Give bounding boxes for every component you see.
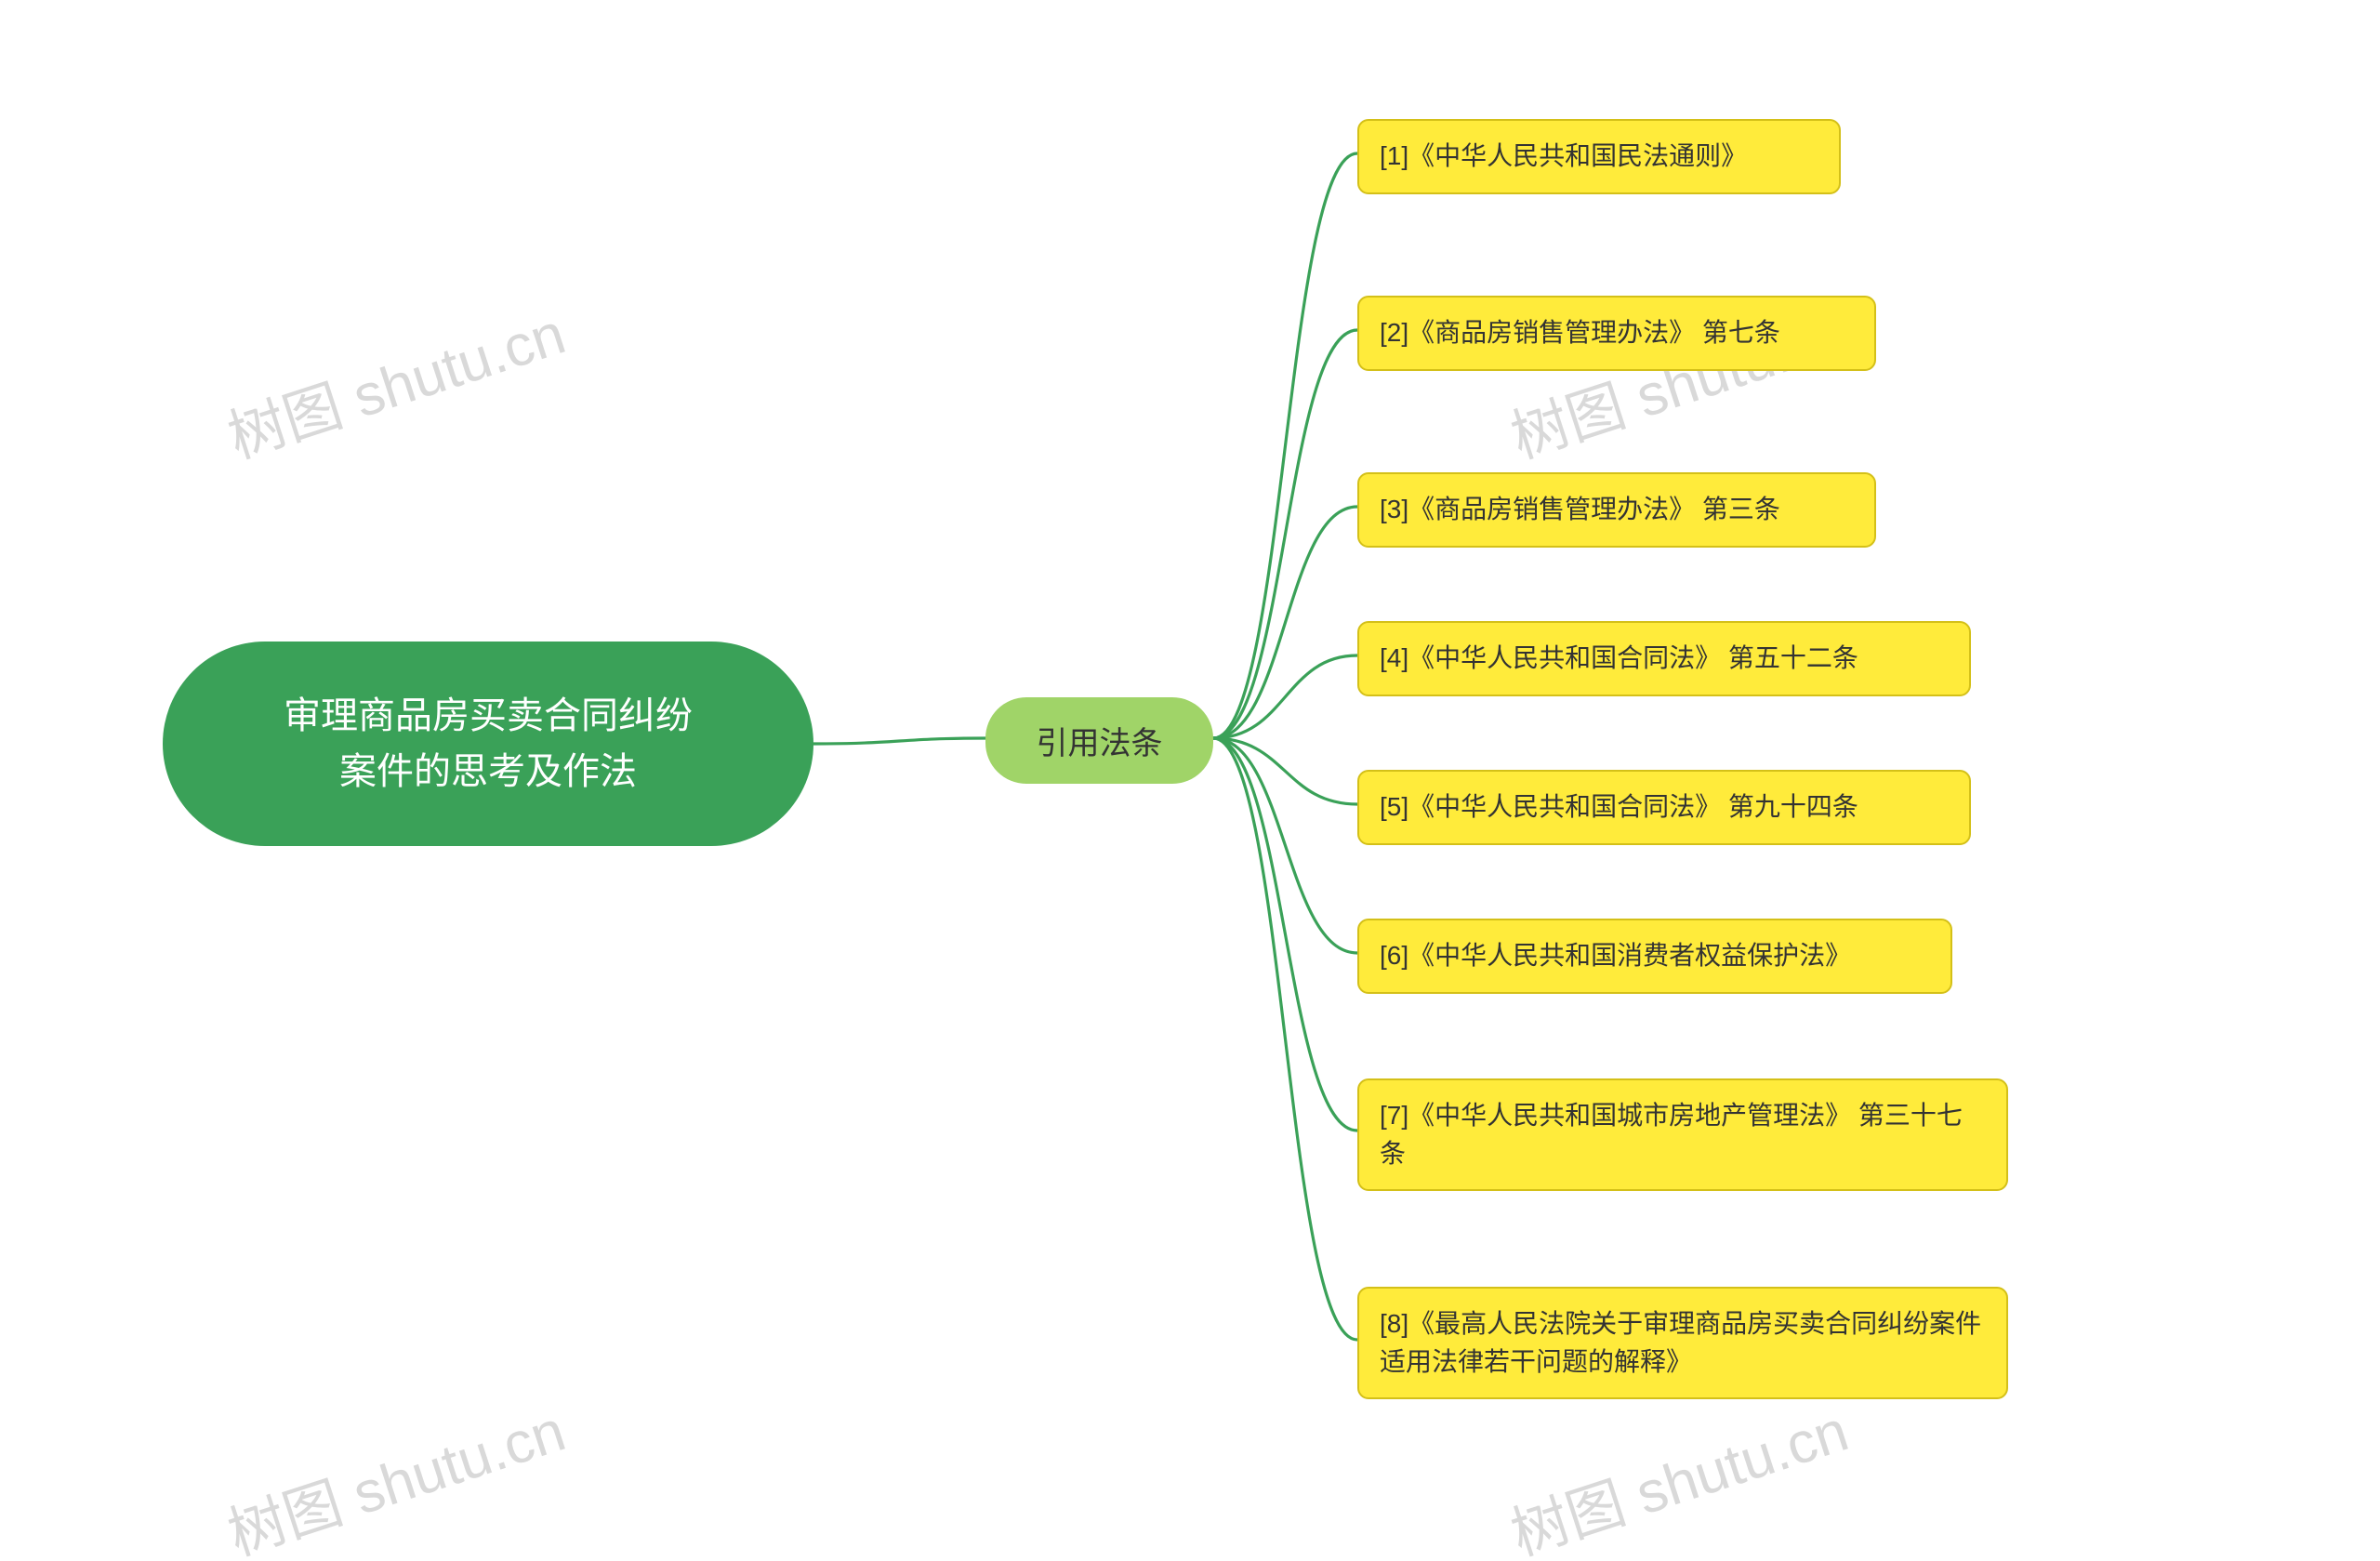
leaf-node[interactable]: [4]《中华人民共和国合同法》 第五十二条 bbox=[1357, 621, 1971, 696]
mindmap-canvas: 树图 shutu.cn 树图 shutu.cn 树图 shutu.cn 树图 s… bbox=[0, 0, 2380, 1561]
leaf-node[interactable]: [6]《中华人民共和国消费者权益保护法》 bbox=[1357, 919, 1952, 994]
leaf-text: [5]《中华人民共和国合同法》 第九十四条 bbox=[1380, 788, 1858, 827]
leaf-node[interactable]: [1]《中华人民共和国民法通则》 bbox=[1357, 119, 1841, 194]
leaf-text: [8]《最高人民法院关于审理商品房买卖合同纠纷案件适用法律若干问题的解释》 bbox=[1380, 1305, 1986, 1381]
leaf-node[interactable]: [3]《商品房销售管理办法》 第三条 bbox=[1357, 472, 1876, 548]
leaf-node[interactable]: [2]《商品房销售管理办法》 第七条 bbox=[1357, 296, 1876, 371]
leaf-node[interactable]: [7]《中华人民共和国城市房地产管理法》 第三十七条 bbox=[1357, 1078, 2008, 1191]
leaf-text: [2]《商品房销售管理办法》 第七条 bbox=[1380, 314, 1780, 352]
leaf-text: [1]《中华人民共和国民法通则》 bbox=[1380, 138, 1747, 176]
watermark: 树图 shutu.cn bbox=[1499, 1383, 1857, 1561]
watermark: 树图 shutu.cn bbox=[216, 286, 574, 474]
watermark: 树图 shutu.cn bbox=[216, 1383, 574, 1561]
root-node[interactable]: 审理商品房买卖合同纠纷 案件的思考及作法 bbox=[163, 642, 813, 846]
leaf-node[interactable]: [5]《中华人民共和国合同法》 第九十四条 bbox=[1357, 770, 1971, 845]
mid-node[interactable]: 引用法条 bbox=[985, 697, 1213, 784]
mid-text: 引用法条 bbox=[1037, 718, 1163, 763]
leaf-text: [3]《商品房销售管理办法》 第三条 bbox=[1380, 491, 1780, 529]
leaf-text: [4]《中华人民共和国合同法》 第五十二条 bbox=[1380, 640, 1858, 678]
root-line2: 案件的思考及作法 bbox=[339, 751, 637, 792]
root-text: 审理商品房买卖合同纠纷 案件的思考及作法 bbox=[284, 688, 693, 800]
leaf-text: [6]《中华人民共和国消费者权益保护法》 bbox=[1380, 937, 1851, 975]
leaf-node[interactable]: [8]《最高人民法院关于审理商品房买卖合同纠纷案件适用法律若干问题的解释》 bbox=[1357, 1287, 2008, 1399]
root-line1: 审理商品房买卖合同纠纷 bbox=[284, 695, 693, 736]
leaf-text: [7]《中华人民共和国城市房地产管理法》 第三十七条 bbox=[1380, 1097, 1986, 1172]
